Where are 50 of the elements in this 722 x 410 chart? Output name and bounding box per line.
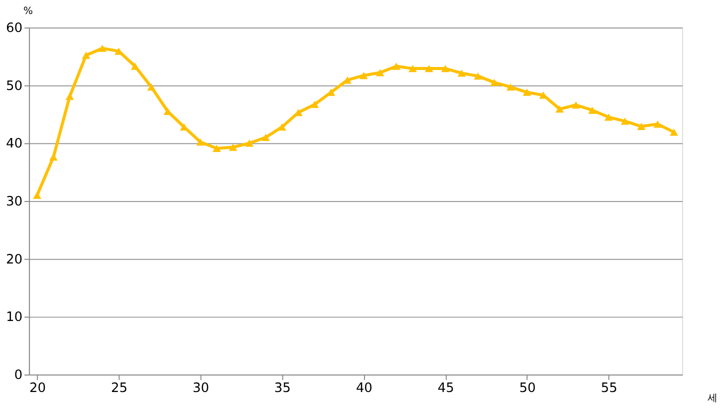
- y-tick-label: 40: [6, 136, 22, 152]
- point: [360, 72, 368, 80]
- point: [49, 153, 58, 161]
- point: [212, 144, 221, 152]
- point: [130, 62, 140, 70]
- point: [147, 83, 156, 91]
- y-tick-label: 20: [6, 252, 22, 268]
- y-tick-label: 50: [6, 78, 22, 94]
- point: [376, 68, 384, 76]
- x-tick-label: 55: [600, 380, 618, 396]
- point: [555, 105, 564, 113]
- x-tick-label: 40: [356, 380, 372, 396]
- point: [278, 123, 286, 131]
- x-tick-label: 30: [192, 380, 210, 396]
- point: [653, 120, 662, 128]
- point: [310, 100, 319, 108]
- point: [424, 64, 434, 72]
- point: [474, 72, 482, 80]
- point: [392, 62, 401, 70]
- x-tick-label: 50: [519, 380, 536, 396]
- point: [196, 138, 205, 146]
- point: [620, 118, 630, 125]
- point: [588, 106, 596, 114]
- point: [32, 192, 42, 199]
- point: [408, 64, 417, 72]
- point: [66, 92, 74, 100]
- x-tick-label: 20: [29, 380, 46, 396]
- point: [572, 101, 580, 109]
- y-axis-title: %: [23, 6, 33, 18]
- point: [506, 83, 515, 91]
- x-tick-label: 45: [438, 380, 454, 396]
- y-tick-label: 10: [6, 310, 22, 326]
- point: [670, 128, 678, 136]
- point: [604, 114, 613, 121]
- point: [82, 52, 90, 59]
- point: [457, 70, 466, 77]
- y-tick-label: 30: [6, 194, 22, 210]
- point: [245, 140, 254, 147]
- y-tick-label: 0: [14, 368, 22, 384]
- x-tick-label: 35: [274, 380, 291, 396]
- x-tick-label: 25: [110, 380, 128, 396]
- point: [228, 144, 238, 151]
- point: [490, 78, 498, 86]
- x-axis-title: 세: [708, 392, 718, 404]
- point: [262, 134, 270, 141]
- point: [98, 44, 107, 52]
- point: [637, 122, 646, 130]
- point: [441, 64, 450, 72]
- point: [522, 88, 532, 96]
- y-tick-label: 60: [6, 20, 22, 36]
